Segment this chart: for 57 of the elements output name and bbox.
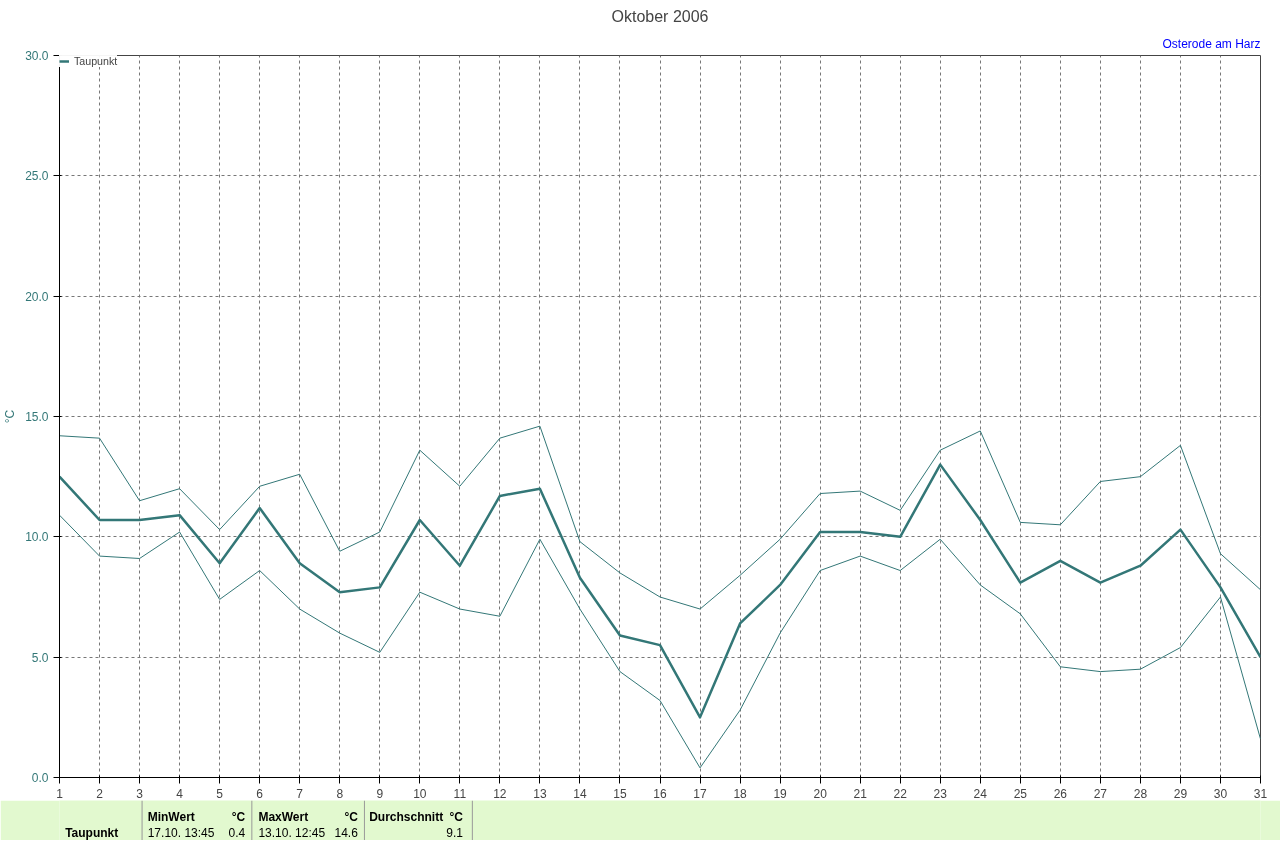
line-series [59, 514, 1261, 769]
x-tick-label: 18 [733, 786, 748, 801]
text: °C [231, 809, 246, 824]
x-tick-label: 12 [493, 786, 507, 801]
y-tick-label: 25.0 [25, 169, 49, 184]
y-axis-title: °C [3, 409, 18, 424]
x-tick-label: 7 [296, 786, 304, 801]
x-tick-label: 6 [256, 786, 264, 801]
text: Taupunkt [65, 825, 119, 840]
y-tick-label: 10.0 [25, 530, 49, 545]
text: °C [344, 809, 359, 824]
x-tick-label: 27 [1093, 786, 1108, 801]
x-tick-label: 9 [376, 786, 384, 801]
x-tick-label: 3 [136, 786, 144, 801]
text: 0.4 [228, 826, 246, 840]
y-tick-label: 20.0 [25, 289, 49, 304]
text: Taupunkt [74, 55, 118, 67]
x-tick-label: 31 [1253, 786, 1268, 801]
y-tick-label: 5.0 [31, 650, 49, 665]
x-tick-label: 24 [973, 786, 988, 801]
chart-subtitle: Osterode am Harz [1162, 36, 1261, 51]
x-tick-label: 4 [176, 786, 184, 801]
line-series [59, 425, 1261, 610]
x-tick-label: 28 [1133, 786, 1148, 801]
x-tick-label: 26 [1053, 786, 1068, 801]
x-tick-label: 15 [613, 786, 627, 801]
x-tick-label: 20 [813, 786, 828, 801]
x-tick-label: 22 [893, 786, 908, 801]
x-tick-label: 11 [453, 786, 467, 801]
x-tick-label: 21 [853, 786, 868, 801]
y-tick-label: 30.0 [25, 49, 49, 63]
chart-title: Oktober 2006 [611, 7, 709, 25]
x-tick-label: 23 [933, 786, 948, 801]
text: Durchschnitt [369, 809, 444, 824]
x-tick-label: 30 [1213, 786, 1228, 801]
text: 13.10. 12:45 [258, 825, 326, 840]
line-series [59, 463, 1261, 719]
x-tick-label: 29 [1173, 786, 1188, 801]
text: 14.6 [334, 826, 359, 840]
x-tick-label: 10 [413, 786, 427, 801]
x-tick-label: 19 [773, 786, 788, 801]
x-tick-label: 5 [216, 786, 224, 801]
x-tick-label: 16 [653, 786, 667, 801]
text: MaxWert [258, 809, 309, 824]
x-tick-label: 14 [573, 786, 587, 801]
y-tick-label: 15.0 [25, 410, 49, 424]
x-tick-label: 25 [1013, 786, 1028, 801]
x-tick-label: 1 [56, 786, 64, 801]
text: 17.10. 13:45 [147, 825, 215, 840]
text: MinWert [147, 809, 195, 824]
x-tick-label: 17 [693, 786, 708, 801]
text: °C [449, 809, 464, 824]
y-tick-label: 0.0 [31, 771, 49, 785]
x-tick-label: 8 [336, 786, 344, 801]
text: 9.1 [446, 826, 464, 840]
x-tick-label: 13 [533, 786, 547, 801]
x-tick-label: 2 [96, 786, 104, 801]
